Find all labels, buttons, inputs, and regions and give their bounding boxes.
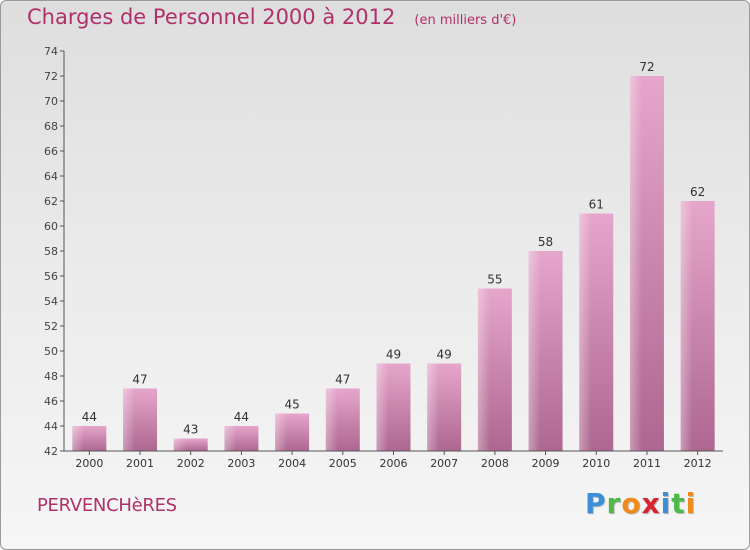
x-tick-label: 2009 — [532, 457, 560, 470]
bar-highlight — [123, 388, 135, 451]
bar-value-label: 49 — [386, 348, 401, 362]
y-tick-label: 42 — [44, 445, 58, 458]
y-tick-label: 70 — [44, 95, 58, 108]
bar-value-label: 45 — [284, 398, 299, 412]
x-tick-label: 2000 — [75, 457, 103, 470]
y-tick-label: 56 — [44, 270, 58, 283]
logo-letter: x — [641, 487, 661, 520]
logo-letter: i — [660, 487, 672, 520]
x-tick-label: 2008 — [481, 457, 509, 470]
y-axis: 42 44 46 48 50 52 54 56 58 60 62 64 66 68 70 72 74 — [44, 45, 65, 458]
bar-highlight — [275, 413, 288, 451]
bar-value-label: 55 — [487, 273, 502, 287]
logo-letter: t — [671, 487, 686, 520]
bar-highlight — [325, 388, 338, 451]
bars: 44 47 43 44 45 47 49 49 55 58 61 72 62 — [72, 60, 715, 451]
bar-highlight — [477, 288, 490, 451]
bar-value-label: 49 — [437, 348, 452, 362]
bar-value-label: 44 — [234, 410, 249, 424]
x-tick-label: 2011 — [633, 457, 661, 470]
y-tick-label: 62 — [44, 195, 58, 208]
x-tick-label: 2007 — [430, 457, 458, 470]
chart-title: Charges de Personnel 2000 à 2012 — [27, 5, 396, 29]
chart-unit: (en milliers d'€) — [414, 13, 517, 28]
bar-value-label: 72 — [639, 60, 654, 74]
bar-value-label: 47 — [335, 373, 350, 387]
bar-highlight — [427, 363, 440, 451]
x-tick-label: 2006 — [380, 457, 408, 470]
logo-letter: P — [585, 487, 607, 520]
logo-letter: r — [606, 487, 622, 520]
x-axis: 2000 2001 2002 2003 2004 2005 2006 2007 2008 2009… — [64, 450, 723, 470]
bar-highlight — [528, 251, 541, 451]
x-tick-label: 2001 — [126, 457, 154, 470]
proxiti-logo: Proxiti — [585, 487, 696, 520]
x-tick-label: 2003 — [227, 457, 255, 470]
commune-name: PERVENCHèRES — [37, 495, 177, 516]
x-tick-label: 2010 — [582, 457, 610, 470]
y-tick-label: 60 — [44, 220, 58, 233]
bar-value-label: 43 — [183, 423, 198, 437]
x-tick-label: 2004 — [278, 457, 306, 470]
y-tick-label: 48 — [44, 370, 58, 383]
x-tick-label: 2002 — [177, 457, 205, 470]
bar-value-label: 62 — [690, 185, 705, 199]
bar-highlight — [224, 426, 237, 451]
bar-highlight — [72, 426, 85, 451]
x-tick-label: 2012 — [684, 457, 712, 470]
logo-letter: i — [685, 487, 697, 520]
y-tick-label: 46 — [44, 395, 58, 408]
logo-letter: o — [621, 487, 642, 520]
y-tick-label: 74 — [44, 45, 58, 58]
y-tick-label: 72 — [44, 70, 58, 83]
bar-value-label: 61 — [589, 198, 604, 212]
bar-highlight — [579, 213, 592, 451]
y-tick-label: 52 — [44, 320, 58, 333]
x-tick-label: 2005 — [329, 457, 357, 470]
bar-highlight — [173, 438, 186, 451]
y-tick-label: 54 — [44, 295, 58, 308]
bar-value-label: 47 — [132, 373, 147, 387]
y-tick-label: 66 — [44, 145, 58, 158]
bar-highlight — [376, 363, 389, 451]
title-row: Charges de Personnel 2000 à 2012 (en mil… — [27, 5, 516, 29]
y-tick-label: 58 — [44, 245, 58, 258]
bar-value-label: 58 — [538, 235, 553, 249]
y-tick-label: 68 — [44, 120, 58, 133]
y-tick-label: 64 — [44, 170, 58, 183]
bar-highlight — [680, 201, 693, 451]
y-tick-label: 50 — [44, 345, 58, 358]
bar-value-label: 44 — [82, 410, 97, 424]
y-tick-label: 44 — [44, 420, 58, 433]
bar-highlight — [629, 76, 642, 451]
